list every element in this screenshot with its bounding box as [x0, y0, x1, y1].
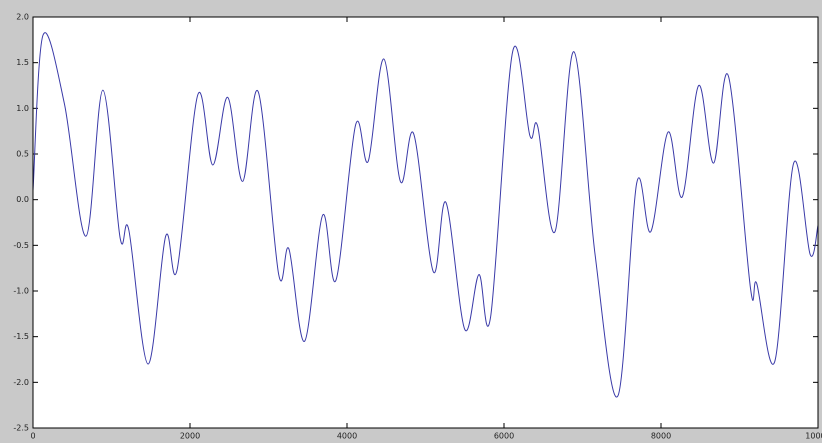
y-tick-label: -2.5	[13, 424, 29, 433]
x-tick-label: 8000	[651, 432, 671, 441]
x-tick-label: 6000	[494, 432, 514, 441]
y-tick-label: 0.5	[16, 150, 29, 159]
y-tick-label: 0.0	[16, 195, 29, 204]
y-tick-label: -1.0	[13, 287, 29, 296]
y-tick-label: 1.0	[16, 104, 29, 113]
line	[32, 32, 819, 398]
x-tick-label: 4000	[337, 432, 357, 441]
y-tick-label: -2.0	[13, 378, 29, 387]
y-tick-label: -0.5	[13, 241, 29, 250]
plot-frame	[32, 16, 819, 429]
x-tick-label: 2000	[180, 432, 200, 441]
x-tick-label: 0	[30, 432, 35, 441]
y-tick-label: 1.5	[16, 58, 29, 67]
y-tick-label: -1.5	[13, 332, 29, 341]
x-tick-label: 10000	[805, 432, 822, 441]
y-tick-label: 2.0	[16, 13, 29, 22]
